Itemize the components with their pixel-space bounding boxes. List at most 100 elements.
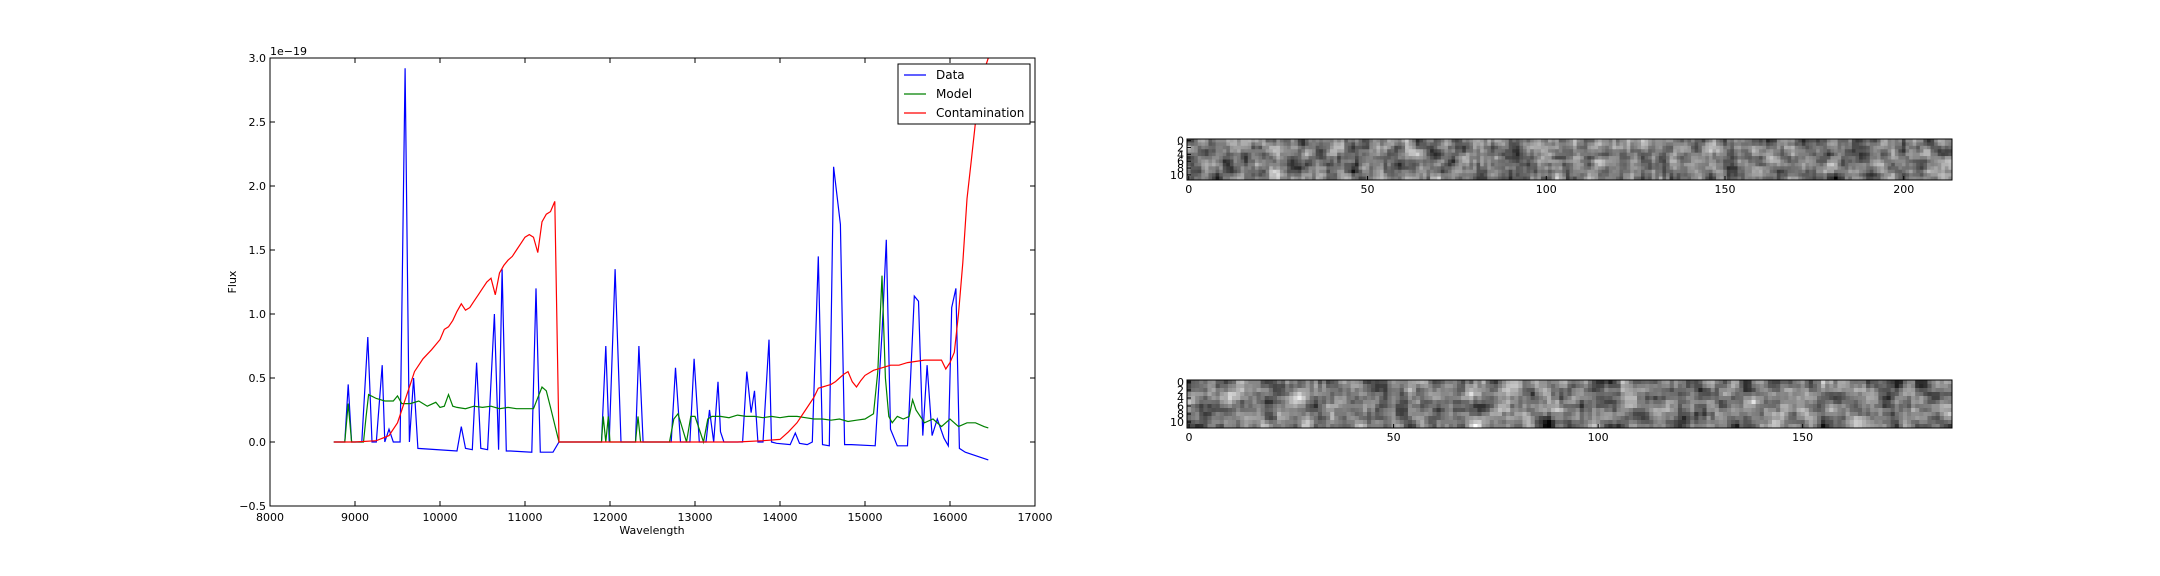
image-pixel: [1551, 380, 1556, 385]
x-tick-label: 50: [1361, 183, 1375, 196]
image-pixel: [1387, 420, 1392, 425]
image-pixel: [1455, 166, 1460, 171]
image-pixel: [1236, 416, 1241, 421]
image-pixel: [1447, 159, 1452, 164]
image-pixel: [1727, 404, 1732, 409]
image-pixel: [1226, 156, 1231, 160]
image-pixel: [1342, 396, 1347, 401]
image-pixel: [1487, 142, 1492, 147]
image-pixel: [1252, 412, 1257, 417]
image-pixel: [1489, 424, 1495, 429]
image-pixel: [1211, 412, 1217, 417]
image-pixel: [1477, 400, 1482, 405]
image-pixel: [1190, 162, 1195, 167]
image-pixel: [1723, 145, 1728, 150]
image-pixel: [1380, 156, 1385, 160]
image-pixel: [1683, 162, 1688, 167]
image-pixel: [1272, 404, 1278, 409]
image-pixel: [1623, 169, 1628, 174]
image-pixel: [1562, 162, 1567, 167]
image-pixel: [1333, 142, 1338, 147]
image-pixel: [1457, 384, 1462, 389]
image-pixel: [1490, 169, 1495, 174]
image-pixel: [1665, 388, 1671, 393]
image-pixel: [1733, 166, 1738, 171]
image-pixel: [1222, 159, 1227, 164]
image-pixel: [1694, 159, 1699, 164]
image-pixel: [1837, 142, 1842, 147]
image-pixel: [1673, 142, 1678, 147]
image-pixel: [1497, 384, 1503, 389]
image-pixel: [1430, 152, 1435, 157]
image-pixel: [1662, 156, 1667, 160]
image-pixel: [1244, 384, 1249, 389]
image-pixel: [1905, 173, 1910, 177]
image-pixel: [1887, 142, 1892, 147]
image-pixel: [1947, 412, 1953, 417]
image-pixel: [1201, 149, 1206, 154]
image-pixel: [1204, 159, 1209, 164]
image-pixel: [1487, 152, 1492, 157]
image-pixel: [1661, 392, 1667, 397]
image-pixel: [1485, 416, 1491, 421]
image-pixel: [1783, 139, 1788, 143]
image-pixel: [1583, 142, 1588, 147]
image-pixel: [1223, 400, 1229, 405]
image-pixel: [1187, 149, 1191, 154]
image-pixel: [1501, 159, 1506, 164]
image-pixel: [1718, 412, 1724, 417]
image-pixel: [1201, 145, 1206, 150]
image-pixel: [1809, 176, 1813, 181]
image-pixel: [1518, 424, 1523, 429]
image-pixel: [1350, 396, 1356, 401]
image-pixel: [1669, 149, 1674, 154]
image-pixel: [1898, 166, 1903, 171]
image-pixel: [1215, 159, 1220, 164]
image-pixel: [1563, 392, 1568, 397]
image-pixel: [1489, 400, 1495, 405]
image-pixel: [1763, 420, 1769, 425]
image-pixel: [1436, 404, 1442, 409]
image-pixel: [1519, 145, 1524, 150]
image-pixel: [1428, 400, 1433, 405]
image-pixel: [1534, 396, 1540, 401]
image-pixel: [1762, 169, 1767, 174]
image-pixel: [1219, 392, 1225, 397]
image-pixel: [1301, 142, 1306, 147]
image-pixel: [1401, 156, 1406, 160]
image-pixel: [1615, 169, 1620, 174]
image-pixel: [1559, 396, 1564, 401]
image-pixel: [1755, 173, 1760, 177]
image-pixel: [1682, 388, 1687, 393]
image-pixel: [1563, 396, 1568, 401]
image-pixel: [1383, 388, 1388, 393]
image-pixel: [1837, 145, 1842, 150]
image-pixel: [1472, 159, 1477, 164]
image-pixel: [1555, 384, 1560, 389]
image-pixel: [1855, 169, 1860, 174]
image-pixel: [1592, 404, 1597, 409]
image-pixel: [1258, 159, 1263, 164]
image-pixel: [1927, 424, 1932, 429]
image-pixel: [1465, 400, 1470, 405]
image-pixel: [1816, 142, 1821, 147]
image-pixel: [1319, 149, 1324, 154]
image-pixel: [1483, 139, 1488, 143]
image-pixel: [1399, 388, 1405, 393]
image-pixel: [1941, 169, 1946, 174]
image-pixel: [1620, 400, 1626, 405]
image-pixel: [1233, 145, 1238, 150]
image-pixel: [1934, 169, 1939, 174]
image-pixel: [1623, 139, 1628, 143]
image-pixel: [1237, 142, 1242, 147]
image-pixel: [1322, 142, 1327, 147]
image-pixel: [1620, 380, 1626, 385]
image-pixel: [1548, 176, 1553, 181]
image-pixel: [1719, 176, 1724, 181]
image-pixel: [1837, 156, 1842, 160]
image-pixel: [1869, 145, 1874, 150]
image-pixel: [1673, 166, 1678, 171]
image-pixel: [1821, 420, 1826, 425]
image-pixel: [1367, 408, 1372, 413]
image-pixel: [1563, 408, 1568, 413]
